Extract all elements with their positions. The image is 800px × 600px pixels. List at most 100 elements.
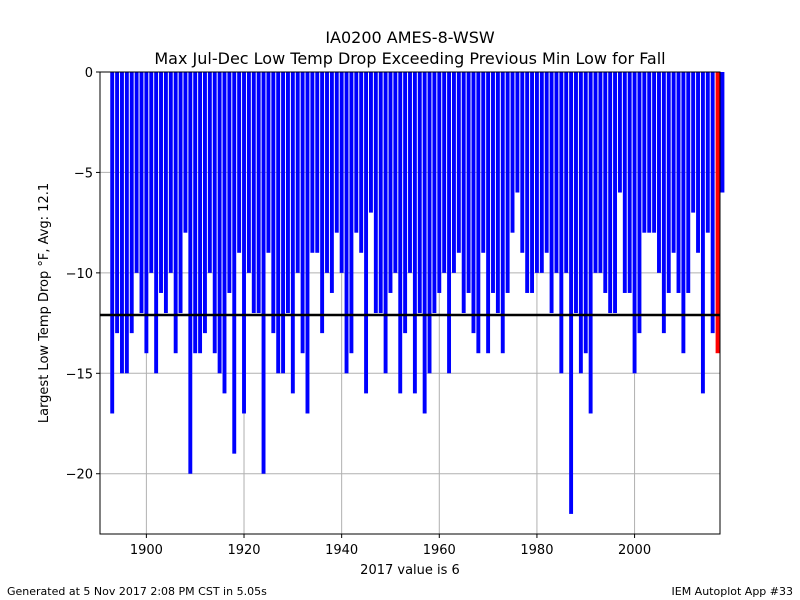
bar-1952 (398, 72, 403, 394)
bar-1958 (427, 72, 432, 374)
bar-1897 (129, 72, 134, 334)
bar-1995 (608, 72, 613, 314)
bar-2009 (676, 72, 681, 293)
bar-1973 (500, 72, 505, 354)
bar-1921 (246, 72, 251, 273)
bar-1997 (617, 72, 622, 193)
bar-1980 (534, 72, 539, 273)
x-tick-label: 1940 (325, 543, 358, 558)
bar-1977 (520, 72, 525, 253)
bar-1941 (344, 72, 349, 374)
bar-1963 (451, 72, 456, 273)
bar-1902 (154, 72, 159, 374)
bar-1999 (627, 72, 632, 293)
bar-1907 (178, 72, 183, 314)
bar-1931 (295, 72, 300, 273)
bar-1940 (339, 72, 344, 273)
footer-generated: Generated at 5 Nov 2017 2:08 PM CST in 5… (7, 585, 267, 598)
bar-1975 (510, 72, 515, 233)
bar-1993 (598, 72, 603, 273)
x-tick-label: 2000 (618, 543, 651, 558)
bar-1929 (286, 72, 290, 314)
bar-2001 (637, 72, 642, 334)
bar-1970 (486, 72, 491, 354)
bar-1953 (403, 72, 408, 334)
bar-1928 (281, 72, 286, 374)
bar-1954 (408, 72, 412, 273)
bar-1944 (359, 72, 364, 253)
bar-2016 (710, 72, 715, 334)
bar-1938 (329, 72, 334, 293)
y-axis-label: Largest Low Temp Drop °F, Avg: 12.1 (37, 183, 52, 423)
bar-1951 (393, 72, 398, 273)
bar-1978 (525, 72, 530, 293)
bar-2008 (671, 72, 676, 253)
bar-2015 (705, 72, 710, 233)
bar-1914 (212, 72, 217, 354)
bar-1903 (159, 72, 163, 293)
bar-2002 (642, 72, 647, 233)
bar-1972 (495, 72, 500, 314)
footer-app: IEM Autoplot App #33 (672, 585, 794, 598)
bar-1969 (481, 72, 486, 253)
bar-1998 (622, 72, 627, 293)
y-tick-label: 0 (85, 66, 93, 81)
bar-1939 (334, 72, 339, 233)
bar-1950 (388, 72, 393, 293)
y-tick-label: −20 (66, 468, 93, 483)
bar-1971 (491, 72, 495, 293)
bar-1915 (217, 72, 222, 374)
bar-1994 (603, 72, 608, 293)
bar-1917 (227, 72, 232, 293)
bar-2000 (632, 72, 637, 374)
bar-1949 (383, 72, 388, 374)
bar-1912 (203, 72, 207, 334)
bar-1947 (373, 72, 378, 314)
bar-1934 (310, 72, 315, 253)
x-tick-label: 1900 (130, 543, 163, 558)
bar-1943 (354, 72, 359, 233)
bar-1974 (505, 72, 510, 293)
bar-2006 (661, 72, 666, 334)
bar-1916 (222, 72, 227, 394)
bar-1988 (574, 72, 578, 314)
chart-subtitle: Max Jul-Dec Low Temp Drop Exceeding Prev… (154, 49, 665, 68)
bar-1956 (417, 72, 422, 314)
bar-1910 (193, 72, 198, 354)
chart-title: IA0200 AMES-8-WSW (325, 28, 495, 47)
bar-2005 (657, 72, 661, 273)
bar-1894 (115, 72, 120, 334)
bar-1926 (271, 72, 276, 334)
bar-1967 (471, 72, 476, 334)
x-tick-label: 1960 (423, 543, 456, 558)
x-axis-label: 2017 value is 6 (360, 563, 460, 578)
bar-1898 (134, 72, 139, 273)
bar-1936 (320, 72, 325, 334)
bar-1991 (588, 72, 593, 414)
bar-1932 (300, 72, 305, 354)
bar-1984 (554, 72, 559, 273)
bar-2010 (681, 72, 686, 354)
bar-1959 (432, 72, 437, 314)
bar-1933 (305, 72, 310, 414)
bar-1899 (139, 72, 144, 314)
bar-2017 (715, 72, 720, 354)
bar-1965 (461, 72, 466, 314)
bar-1924 (261, 72, 266, 474)
bar-1979 (530, 72, 534, 293)
bar-1989 (578, 72, 583, 374)
bar-2007 (666, 72, 671, 293)
axis-ticks: 1900 1920 1940 1960 1980 2000 0 −5 −10 −15 −20 (66, 66, 652, 558)
bar-2012 (691, 72, 696, 213)
bar-2011 (686, 72, 691, 293)
x-tick-label: 1980 (520, 543, 553, 558)
bar-1904 (163, 72, 168, 314)
bar-1945 (364, 72, 369, 394)
bar-1911 (198, 72, 203, 354)
y-tick-label: −15 (66, 367, 93, 382)
bars (110, 72, 725, 514)
bar-1982 (544, 72, 549, 253)
bar-1957 (422, 72, 427, 414)
bar-1986 (564, 72, 569, 273)
